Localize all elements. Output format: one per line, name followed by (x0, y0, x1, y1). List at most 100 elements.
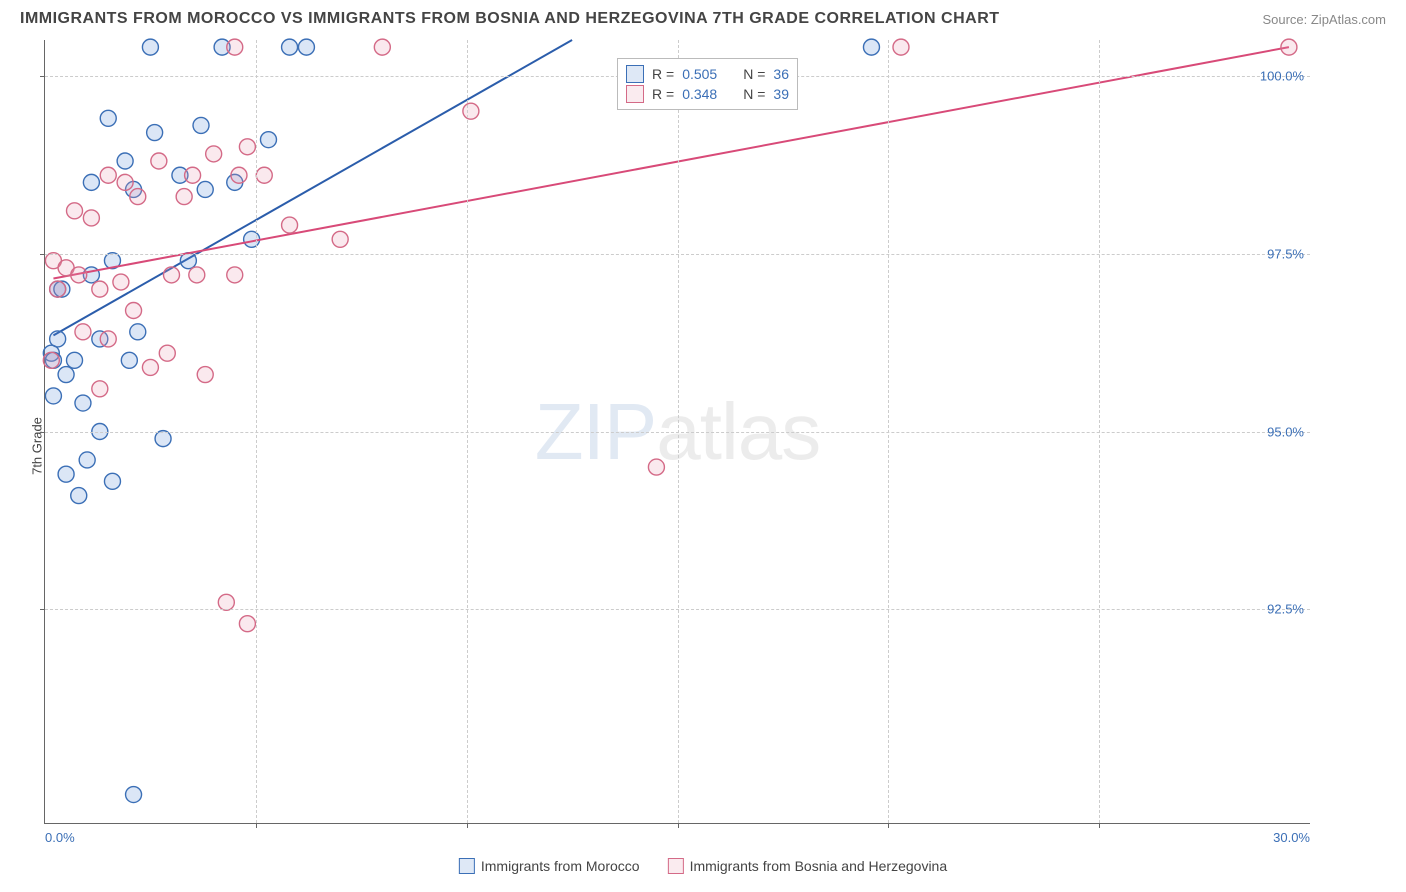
data-point (117, 153, 133, 169)
x-tick-mark (1099, 823, 1100, 828)
x-tick-mark (678, 823, 679, 828)
data-point (155, 431, 171, 447)
data-point (130, 189, 146, 205)
data-point (58, 367, 74, 383)
source-attribution: Source: ZipAtlas.com (1262, 12, 1386, 27)
data-point (298, 39, 314, 55)
data-point (282, 217, 298, 233)
y-tick-mark (40, 254, 45, 255)
data-point (151, 153, 167, 169)
gridline-v (467, 40, 468, 823)
stats-color-swatch (626, 85, 644, 103)
stats-color-swatch (626, 65, 644, 83)
data-point (185, 167, 201, 183)
data-point (239, 139, 255, 155)
data-point (50, 281, 66, 297)
data-point (126, 787, 142, 803)
data-point (159, 345, 175, 361)
legend-label: Immigrants from Morocco (481, 858, 640, 874)
n-value: 39 (773, 86, 789, 102)
data-point (282, 39, 298, 55)
legend-label: Immigrants from Bosnia and Herzegovina (690, 858, 948, 874)
data-point (1281, 39, 1297, 55)
gridline-v (1099, 40, 1100, 823)
data-point (67, 352, 83, 368)
data-point (374, 39, 390, 55)
y-tick-label: 100.0% (1260, 68, 1304, 83)
data-point (75, 395, 91, 411)
data-point (463, 103, 479, 119)
data-point (648, 459, 664, 475)
stats-row: R =0.505N =36 (626, 65, 789, 83)
y-axis-label: 7th Grade (29, 417, 44, 475)
data-point (113, 274, 129, 290)
gridline-v (678, 40, 679, 823)
data-point (117, 174, 133, 190)
stats-box: R = 0.505 N = 36 R = 0.348 N = 39 (617, 58, 798, 110)
x-tick-mark (888, 823, 889, 828)
r-label: R = (652, 86, 674, 102)
x-start-label: 0.0% (45, 830, 75, 845)
y-tick-label: 95.0% (1267, 424, 1304, 439)
data-point (239, 616, 255, 632)
data-point (227, 267, 243, 283)
data-point (100, 331, 116, 347)
data-point (164, 267, 180, 283)
data-point (142, 39, 158, 55)
data-point (50, 331, 66, 347)
gridline-v (888, 40, 889, 823)
data-point (83, 174, 99, 190)
data-point (75, 324, 91, 340)
data-point (227, 39, 243, 55)
data-point (45, 388, 61, 404)
legend-color-swatch (459, 858, 475, 874)
data-point (893, 39, 909, 55)
y-tick-mark (40, 609, 45, 610)
n-value: 36 (773, 66, 789, 82)
y-tick-label: 97.5% (1267, 246, 1304, 261)
data-point (79, 452, 95, 468)
stats-row: R = 0.348 N = 39 (626, 85, 789, 103)
legend-item: Immigrants from Morocco (459, 858, 640, 874)
source-name: ZipAtlas.com (1311, 12, 1386, 27)
data-point (189, 267, 205, 283)
legend-color-swatch (668, 858, 684, 874)
y-tick-mark (40, 432, 45, 433)
data-point (197, 367, 213, 383)
data-point (58, 466, 74, 482)
data-point (332, 231, 348, 247)
r-value: 0.348 (682, 86, 717, 102)
data-point (126, 302, 142, 318)
data-point (67, 203, 83, 219)
x-tick-mark (256, 823, 257, 828)
data-point (100, 110, 116, 126)
gridline-v (256, 40, 257, 823)
data-point (43, 352, 59, 368)
data-point (71, 267, 87, 283)
y-tick-label: 92.5% (1267, 602, 1304, 617)
data-point (130, 324, 146, 340)
data-point (197, 181, 213, 197)
data-point (71, 488, 87, 504)
data-point (863, 39, 879, 55)
legend-item: Immigrants from Bosnia and Herzegovina (668, 858, 948, 874)
data-point (193, 117, 209, 133)
source-prefix: Source: (1262, 12, 1310, 27)
legend: Immigrants from Morocco Immigrants from B… (459, 858, 947, 874)
data-point (218, 594, 234, 610)
data-point (142, 359, 158, 375)
r-label: R = (652, 66, 674, 82)
data-point (260, 132, 276, 148)
data-point (100, 167, 116, 183)
data-point (92, 281, 108, 297)
data-point (83, 210, 99, 226)
plot-area: ZIPatlas 92.5%95.0%97.5%100.0%0.0%30.0%R… (44, 40, 1310, 824)
r-value: 0.505 (682, 66, 717, 82)
n-label: N = (743, 86, 765, 102)
data-point (121, 352, 137, 368)
data-point (206, 146, 222, 162)
x-tick-mark (467, 823, 468, 828)
data-point (104, 473, 120, 489)
x-end-label: 30.0% (1273, 830, 1310, 845)
data-point (92, 381, 108, 397)
